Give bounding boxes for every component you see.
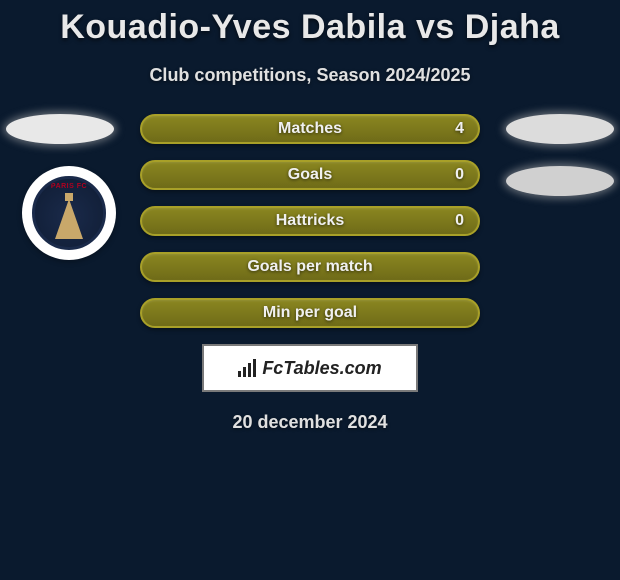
right-pod-1 bbox=[506, 114, 614, 144]
brand-box[interactable]: FcTables.com bbox=[202, 344, 418, 392]
stat-bars: Matches 4 Goals 0 Hattricks 0 Goals per … bbox=[140, 114, 480, 328]
right-pod-2 bbox=[506, 166, 614, 196]
page-subtitle: Club competitions, Season 2024/2025 bbox=[0, 65, 620, 86]
club-badge-text: PARIS FC bbox=[35, 183, 103, 190]
bar-chart-icon bbox=[238, 359, 256, 377]
stat-label: Min per goal bbox=[263, 304, 357, 322]
stat-label: Hattricks bbox=[276, 212, 344, 230]
eiffel-icon bbox=[55, 199, 83, 239]
stat-label: Goals bbox=[288, 166, 332, 184]
club-badge-inner: PARIS FC bbox=[32, 176, 106, 250]
footer-date: 20 december 2024 bbox=[0, 412, 620, 433]
club-badge: PARIS FC bbox=[22, 166, 116, 260]
stat-label: Goals per match bbox=[247, 258, 372, 276]
content-area: PARIS FC Matches 4 Goals 0 Hattricks 0 G… bbox=[0, 114, 620, 433]
stat-bar-goals-per-match: Goals per match bbox=[140, 252, 480, 282]
stat-bar-hattricks: Hattricks 0 bbox=[140, 206, 480, 236]
left-pod-1 bbox=[6, 114, 114, 144]
stat-bar-goals: Goals 0 bbox=[140, 160, 480, 190]
brand-text: FcTables.com bbox=[262, 358, 381, 379]
stat-bar-matches: Matches 4 bbox=[140, 114, 480, 144]
stat-value: 0 bbox=[455, 212, 464, 230]
stat-value: 0 bbox=[455, 166, 464, 184]
stat-value: 4 bbox=[455, 120, 464, 138]
page-title: Kouadio-Yves Dabila vs Djaha bbox=[0, 0, 620, 47]
stat-bar-min-per-goal: Min per goal bbox=[140, 298, 480, 328]
stat-label: Matches bbox=[278, 120, 342, 138]
